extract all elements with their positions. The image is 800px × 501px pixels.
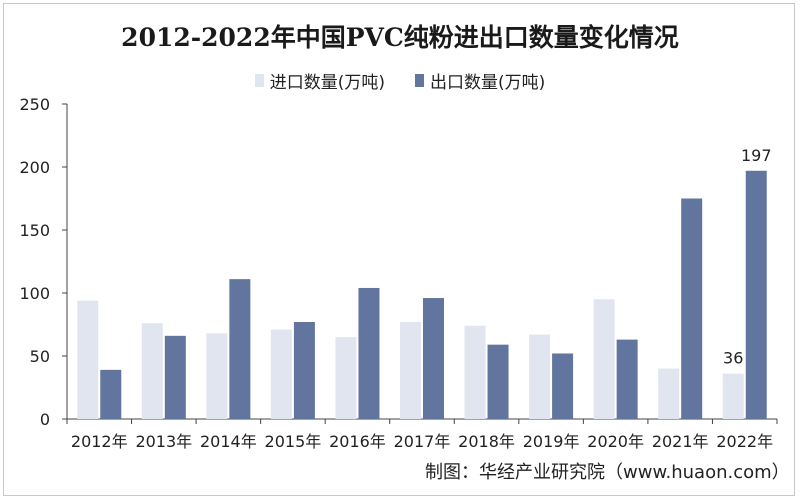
bar-import xyxy=(464,325,486,419)
source-credit: 制图：华经产业研究院（www.huaon.com） xyxy=(425,462,790,483)
legend-item-import: 进口数量(万吨) xyxy=(254,68,385,93)
y-tick-label: 250 xyxy=(19,95,50,114)
bar-import xyxy=(206,333,228,419)
bar-export xyxy=(293,321,315,419)
bar-import xyxy=(141,323,163,419)
bar-import xyxy=(77,300,99,419)
y-tick-label: 0 xyxy=(40,410,50,429)
x-tick-label: 2019年 xyxy=(523,432,580,451)
x-tick-label: 2021年 xyxy=(652,432,709,451)
bar-export xyxy=(229,279,251,419)
legend-label-import: 进口数量(万吨) xyxy=(269,73,385,93)
bar-import xyxy=(658,368,680,419)
x-tick-label: 2022年 xyxy=(716,432,773,451)
y-tick-label: 150 xyxy=(19,221,50,240)
bar-export xyxy=(745,170,767,419)
bar-export xyxy=(552,353,574,419)
bar-import xyxy=(722,373,744,419)
bar-export xyxy=(616,339,638,419)
x-tick-label: 2017年 xyxy=(394,432,451,451)
data-label: 36 xyxy=(723,349,743,368)
chart-title: 2012-2022年中国PVC纯粉进出口数量变化情况 xyxy=(121,23,679,52)
bar-export xyxy=(681,198,703,419)
data-label: 197 xyxy=(741,146,772,165)
chart-legend: 进口数量(万吨) 出口数量(万吨) xyxy=(0,68,800,93)
bar-export xyxy=(487,344,509,419)
bar-import xyxy=(529,334,551,419)
legend-label-export: 出口数量(万吨) xyxy=(430,73,546,93)
bar-export xyxy=(358,287,380,419)
y-tick-label: 50 xyxy=(30,347,50,366)
y-tick-label: 100 xyxy=(19,284,50,303)
bar-import xyxy=(593,299,615,419)
bar-export xyxy=(164,335,186,419)
y-tick-label: 200 xyxy=(19,158,50,177)
legend-item-export: 出口数量(万吨) xyxy=(415,68,545,93)
bar-import xyxy=(335,337,357,419)
bar-export xyxy=(423,298,444,419)
x-tick-label: 2018年 xyxy=(458,432,515,451)
x-tick-label: 2015年 xyxy=(265,432,322,451)
bar-import xyxy=(270,329,292,419)
legend-swatch-import xyxy=(254,74,264,87)
legend-swatch-export xyxy=(415,74,424,87)
bar-export xyxy=(100,369,122,419)
x-tick-label: 2016年 xyxy=(329,432,386,451)
chart-frame xyxy=(3,3,795,496)
x-tick-label: 2012年 xyxy=(71,432,128,451)
x-tick-label: 2013年 xyxy=(135,432,192,451)
bar-import xyxy=(400,321,421,419)
x-tick-label: 2014年 xyxy=(200,432,257,451)
x-tick-label: 2020年 xyxy=(587,432,644,451)
